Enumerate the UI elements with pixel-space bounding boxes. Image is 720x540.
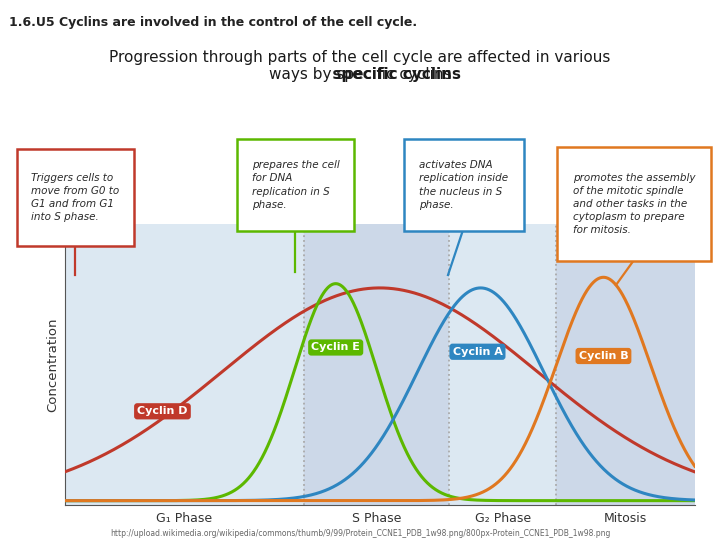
Text: Triggers cells to
move from G0 to
G1 and from G1
into S phase.: Triggers cells to move from G0 to G1 and…	[32, 173, 120, 222]
Text: 1.6.U5 Cyclins are involved in the control of the cell cycle.: 1.6.U5 Cyclins are involved in the contr…	[9, 16, 417, 29]
Text: prepares the cell
for DNA
replication in S
phase.: prepares the cell for DNA replication in…	[251, 160, 339, 210]
Text: ​      specific cyclins: ​ specific cyclins	[259, 67, 461, 82]
Text: promotes the assembly
of the mitotic spindle
and other tasks in the
cytoplasm to: promotes the assembly of the mitotic spi…	[572, 173, 696, 235]
FancyBboxPatch shape	[17, 149, 134, 246]
FancyBboxPatch shape	[557, 147, 711, 261]
Text: Cyclin A: Cyclin A	[452, 347, 503, 357]
Text: http://upload.wikimedia.org/wikipedia/commons/thumb/9/99/Protein_CCNE1_PDB_1w98.: http://upload.wikimedia.org/wikipedia/co…	[110, 529, 610, 538]
Text: activates DNA
replication inside
the nucleus in S
phase.: activates DNA replication inside the nuc…	[420, 160, 508, 210]
Text: ways by ​specific cyclins: ways by ​specific cyclins	[269, 67, 451, 82]
Text: Cyclin E: Cyclin E	[311, 342, 360, 353]
Text: Progression through parts of the cell cycle are affected in various: Progression through parts of the cell cy…	[109, 50, 611, 65]
FancyBboxPatch shape	[404, 139, 524, 231]
Text: Cyclin D: Cyclin D	[138, 406, 188, 416]
Bar	[65, 224, 304, 505]
Text: Cyclin B: Cyclin B	[579, 351, 629, 361]
Y-axis label: Concentration: Concentration	[46, 318, 59, 412]
FancyBboxPatch shape	[237, 139, 354, 231]
Bar	[557, 224, 695, 505]
Bar	[449, 224, 557, 505]
Bar	[304, 224, 449, 505]
